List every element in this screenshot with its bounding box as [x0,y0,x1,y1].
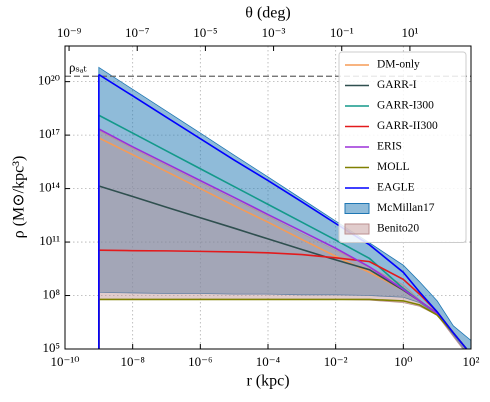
line [98,128,468,349]
x2-tick-label: 10⁻³ [262,25,286,40]
y-tick-label: 10¹⁴ [39,180,61,195]
legend-label: GARR-I [377,79,417,91]
legend-box [338,51,467,243]
y-tick-label: 10⁸ [42,287,60,302]
band [98,66,471,349]
x-tick-label: 10⁻² [324,354,348,369]
x2-tick-label: 10¹ [401,25,418,40]
x2-tick-label: 10⁻⁵ [193,25,217,40]
x2-tick-label: 10⁻⁹ [57,25,82,40]
legend-swatch [344,203,370,214]
legend-swatch [344,223,370,235]
legend-label: Benito20 [377,223,419,235]
legend-label: EAGLE [377,182,415,194]
y-tick-label: 10¹¹ [39,233,60,248]
line [98,73,468,349]
x-tick-label: 10⁻⁸ [120,354,145,369]
x-axis-label: r (kpc) [246,373,289,390]
x2-axis-label: θ (deg) [245,5,290,22]
y-axis-label: ρ (M⊙/kpc³) [11,156,28,239]
legend-label: ERIS [377,141,402,153]
plot-frame [64,45,472,350]
legend-label: GARR-I300 [377,100,434,112]
line [98,298,468,349]
x-tick-label: 10² [463,354,480,369]
plot-area [65,46,471,349]
y-tick-label: 10¹⁷ [39,126,60,141]
x-tick-label: 10⁻¹⁰ [51,354,80,369]
x-tick-label: 10⁰ [394,354,412,369]
x-tick-label: 10⁻⁶ [188,354,212,369]
x2-tick-label: 10⁻⁷ [125,25,149,40]
legend-label: GARR-II300 [377,120,438,132]
x2-tick-label: 10⁻¹ [330,25,354,40]
legend-label: McMillan17 [377,202,435,214]
legend-label: MOLL [377,161,410,173]
legend-label: DM-only [377,59,420,71]
y-tick-label: 10⁵ [42,340,60,355]
saturation-label: ρₛₐₜ [69,59,87,74]
x-tick-label: 10⁻⁴ [256,354,281,369]
overlay: 10⁻¹⁰ 10⁻⁸ 10⁻⁶ 10⁻⁴ 10⁻² 10⁰ 10² 10⁻⁹ 10⁻⁷ 10⁻⁵ 1… [38,25,480,369]
y-tick-label: 10²⁰ [38,73,60,88]
